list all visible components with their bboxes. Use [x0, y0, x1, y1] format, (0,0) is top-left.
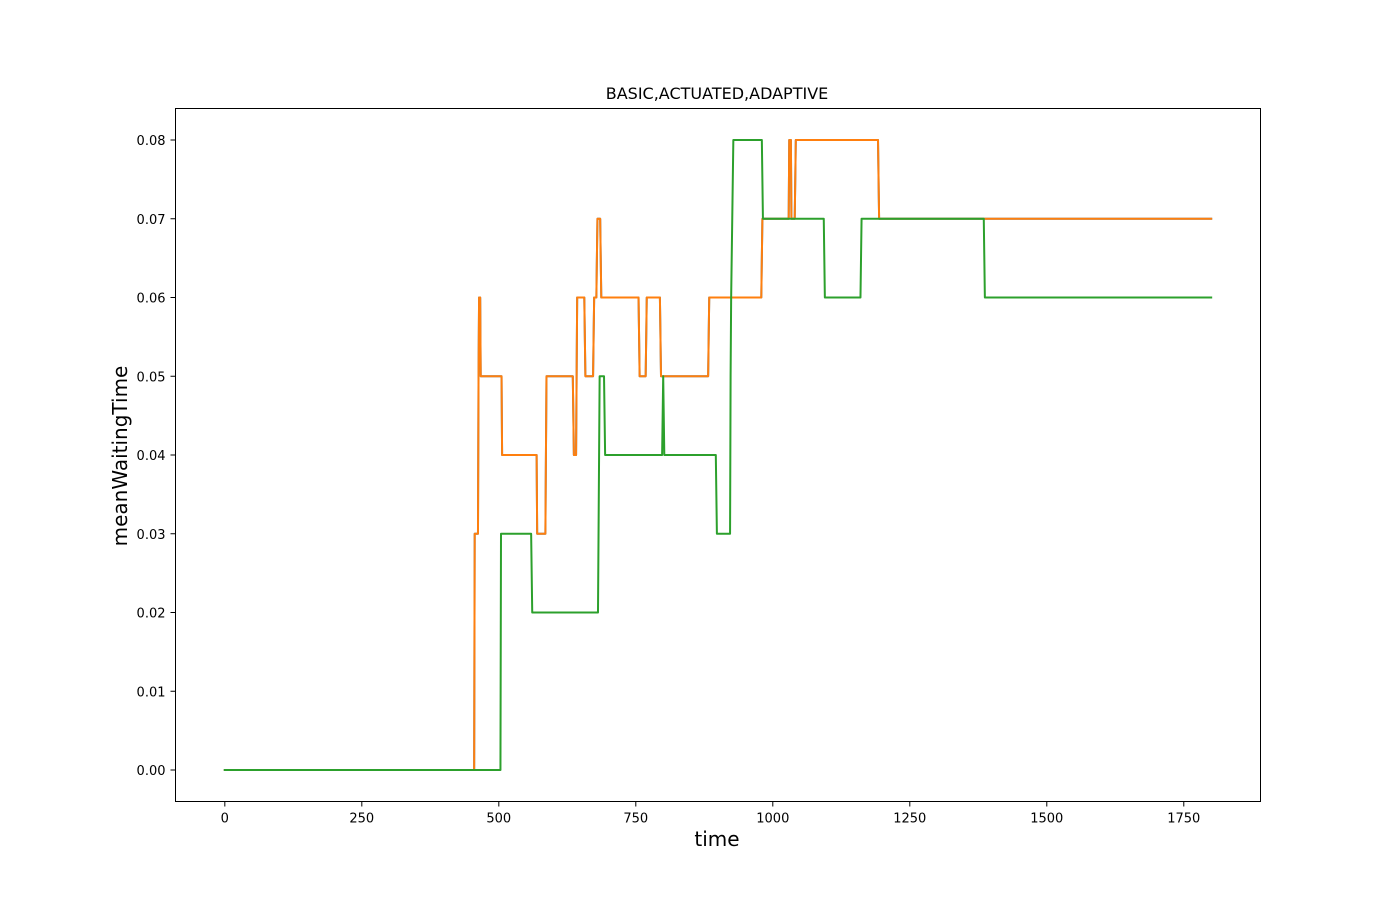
- series-line-3: [223, 139, 1213, 771]
- series-layer: [223, 139, 1213, 771]
- y-axis: 0.00 0.01 0.02 0.03 0.04 0.05 0.06 0.07 0.08: [137, 134, 176, 779]
- x-tick-label: 1500: [1030, 812, 1063, 827]
- x-axis-label: time: [694, 827, 739, 851]
- x-tick-label: 0: [221, 812, 229, 827]
- y-tick-label: 0.03: [137, 528, 166, 543]
- x-tick-label: 1750: [1167, 812, 1200, 827]
- series-line-1: [223, 139, 1213, 771]
- y-tick-label: 0.08: [137, 134, 166, 149]
- y-tick-label: 0.00: [137, 764, 166, 779]
- x-tick-label: 1250: [893, 812, 926, 827]
- y-tick-label: 0.06: [137, 292, 166, 307]
- x-axis: 0 250 500 750 1000 1250 1500 1750: [221, 801, 1200, 827]
- x-tick-label: 1000: [756, 812, 789, 827]
- x-tick-label: 500: [486, 812, 511, 827]
- x-tick-label: 250: [349, 812, 374, 827]
- series-line-2: [223, 139, 1213, 771]
- y-tick-label: 0.01: [137, 685, 166, 700]
- plot-area: [175, 108, 1261, 802]
- y-axis-label: meanWaitingTime: [108, 366, 132, 547]
- plot-frame: [175, 108, 1261, 802]
- y-tick-label: 0.05: [137, 370, 166, 385]
- chart-title: BASIC,ACTUATED,ADAPTIVE: [606, 84, 829, 103]
- x-tick-label: 750: [623, 812, 648, 827]
- y-tick-label: 0.02: [137, 607, 166, 622]
- y-tick-label: 0.04: [137, 449, 166, 464]
- y-tick-label: 0.07: [137, 213, 166, 228]
